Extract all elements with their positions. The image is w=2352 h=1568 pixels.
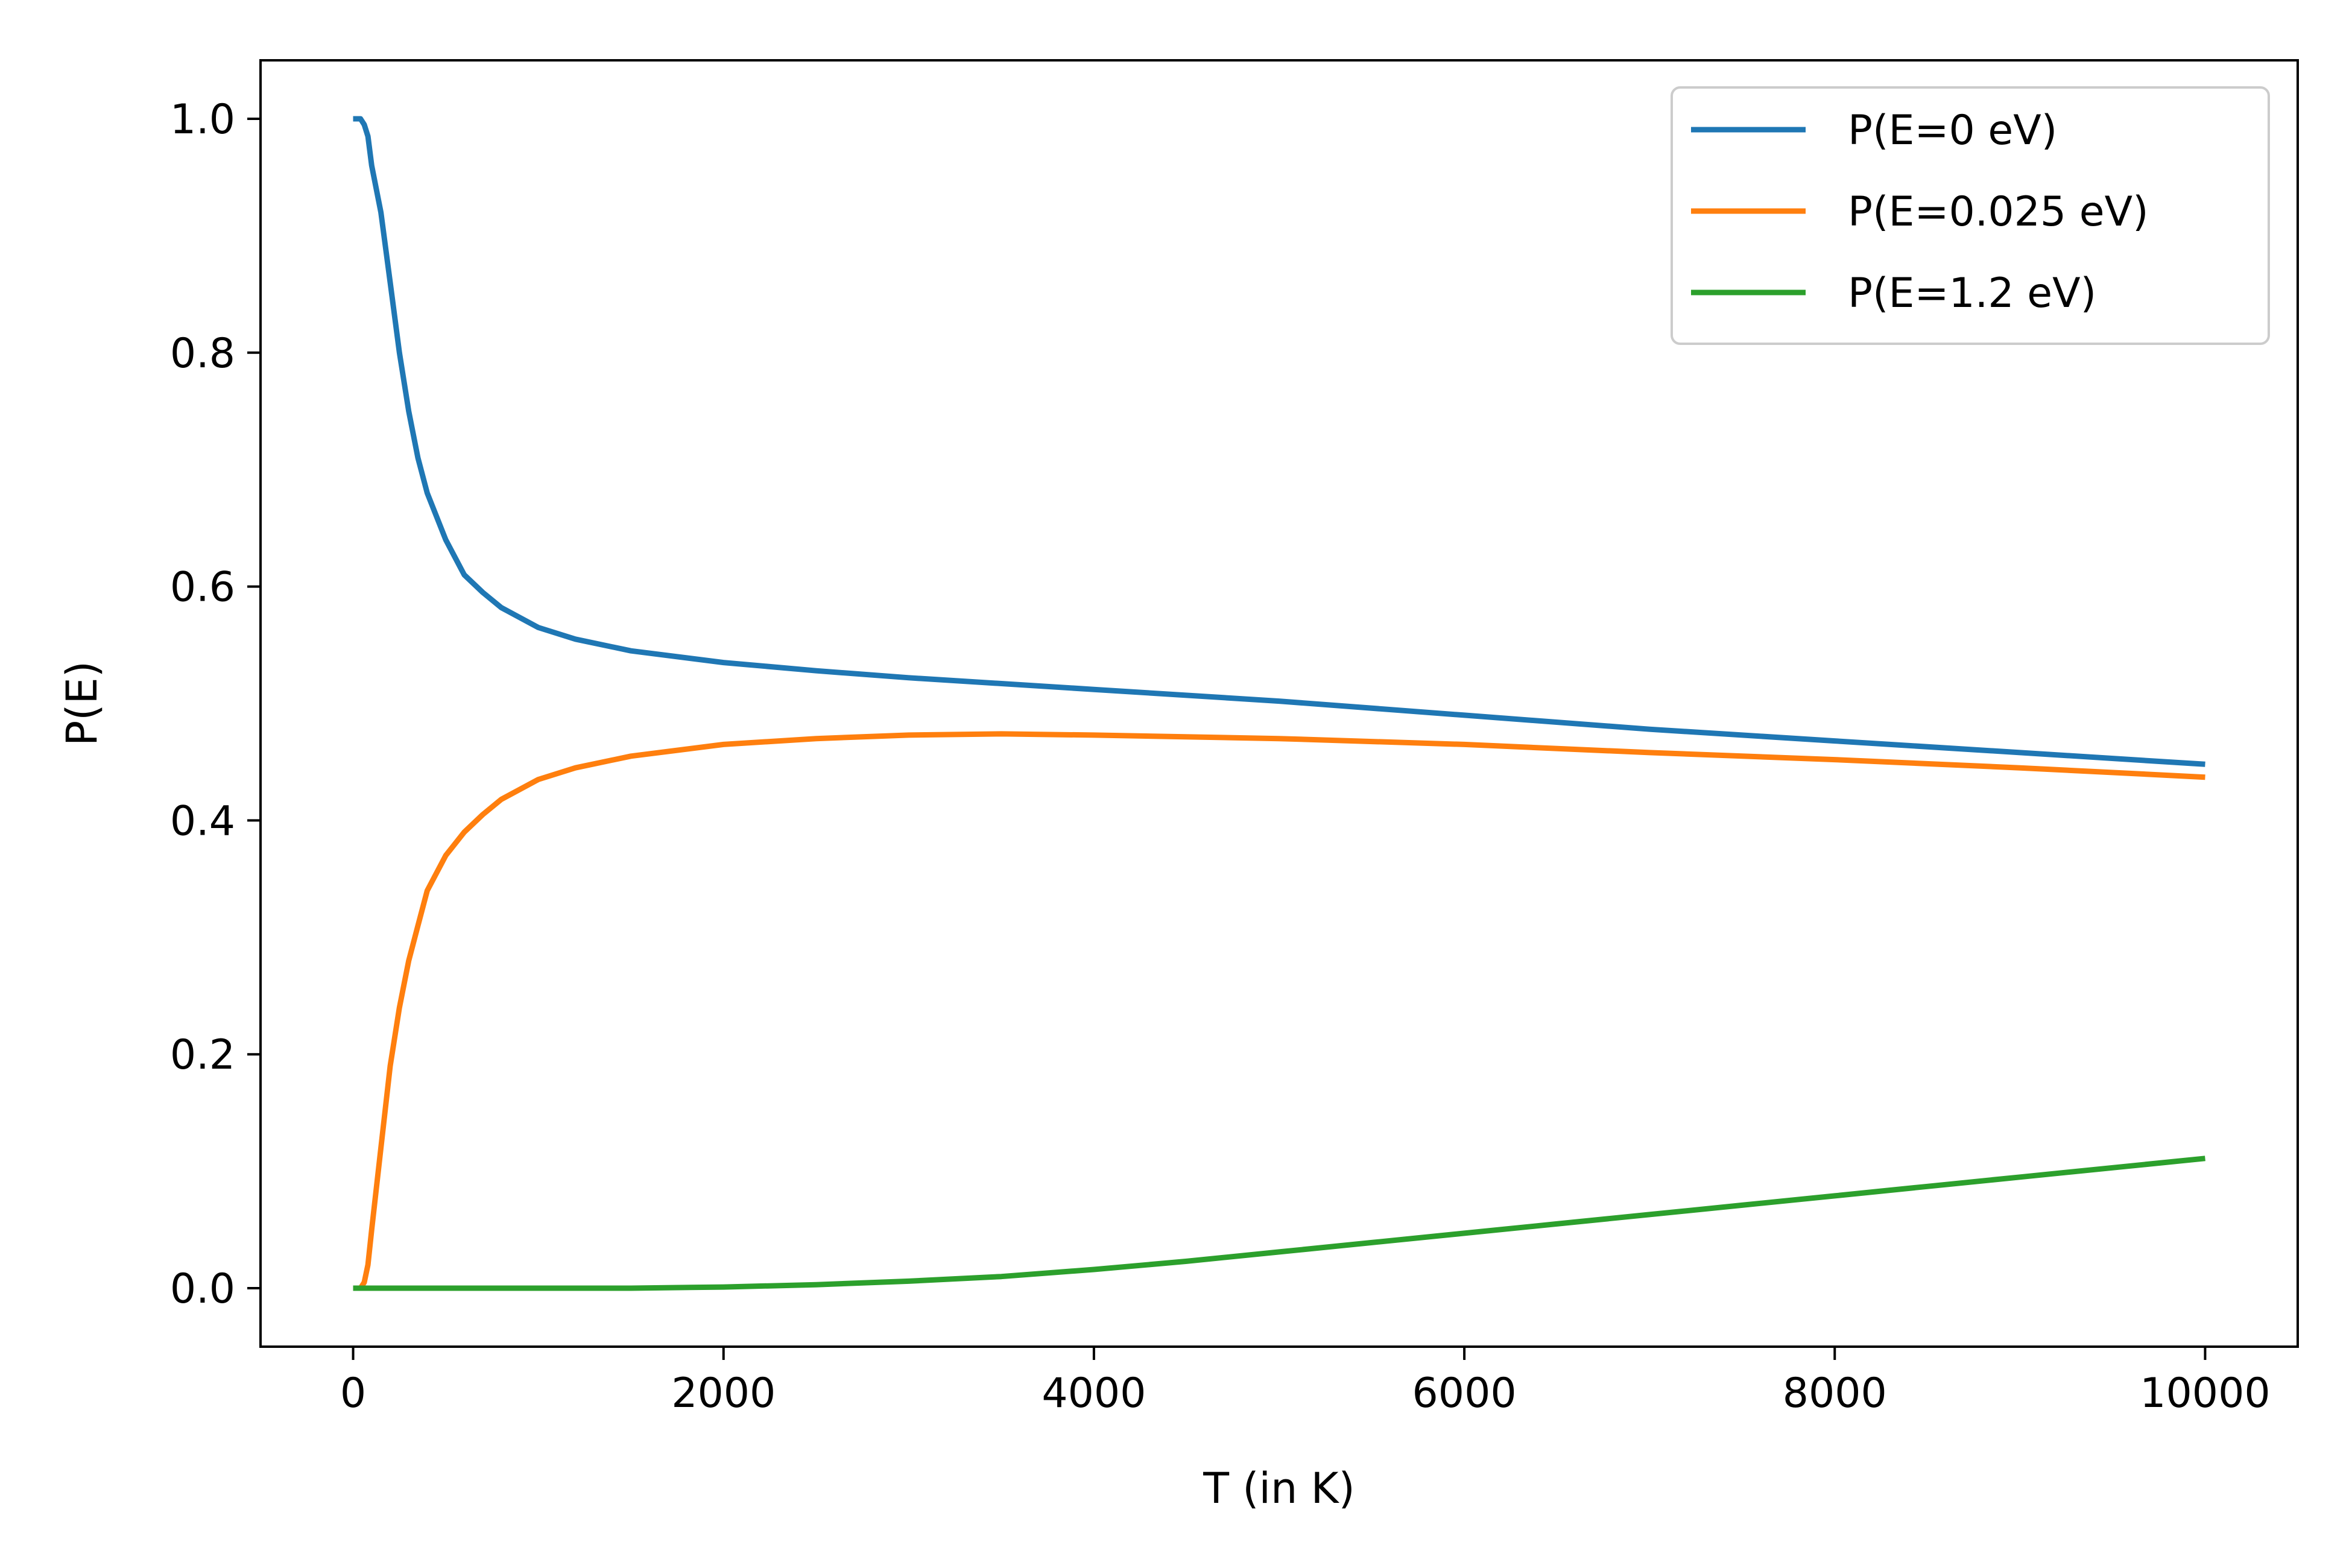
y-tick-label: 0.0 (170, 1265, 235, 1313)
y-tick-label: 0.4 (170, 797, 235, 845)
x-tick-label: 4000 (1042, 1370, 1146, 1417)
x-tick-label: 2000 (671, 1370, 776, 1417)
y-axis-label: P(E) (57, 661, 107, 746)
x-tick-label: 0 (340, 1370, 366, 1417)
legend: P(E=0 eV) P(E=0.025 eV) P(E=1.2 eV) (1671, 86, 2270, 345)
legend-label: P(E=1.2 eV) (1848, 270, 2096, 317)
x-tick-label: 6000 (1412, 1370, 1517, 1417)
x-tick-label: 8000 (1783, 1370, 1887, 1417)
y-tick-label: 1.0 (170, 96, 235, 144)
x-tick-label: 10000 (2140, 1370, 2270, 1417)
axis-ticks: 0 2000 4000 6000 8000 10000 0.0 0.2 0.4 0.6 0.8 1.0 (170, 96, 2271, 1417)
legend-box (1671, 86, 2270, 345)
plot-lines (353, 116, 2205, 1291)
series-line-3 (353, 1155, 2205, 1291)
series-line-2 (353, 731, 2205, 1291)
series-line-1 (353, 116, 2205, 767)
x-axis-label: T (in K) (1203, 1464, 1355, 1513)
y-tick-label: 0.8 (170, 330, 235, 378)
legend-label: P(E=0 eV) (1848, 107, 2057, 154)
y-tick-label: 0.2 (170, 1031, 235, 1079)
y-tick-label: 0.6 (170, 564, 235, 612)
plot-frame (259, 59, 2299, 1348)
legend-label: P(E=0.025 eV) (1848, 188, 2149, 236)
